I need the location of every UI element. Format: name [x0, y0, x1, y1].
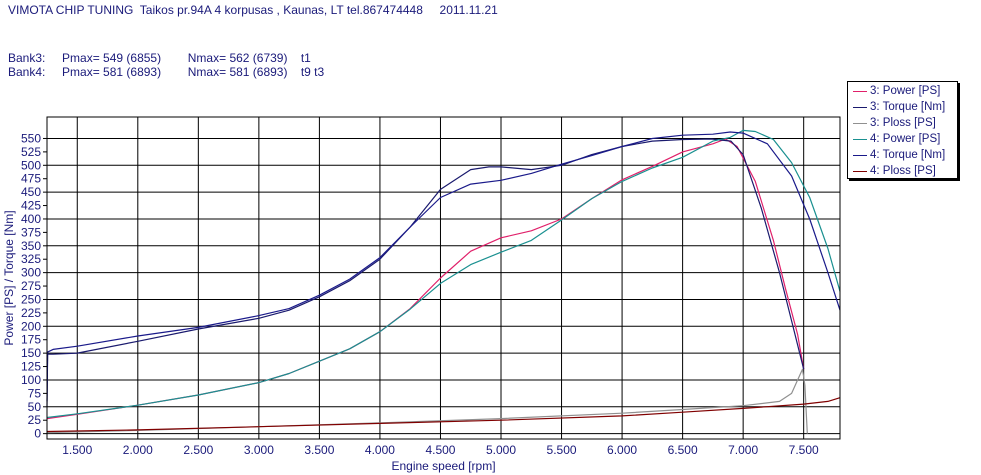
x-axis-ticks: 1.500 2.000 2.500 3.000 3.500 4.000 4.500 5.000…	[62, 443, 819, 457]
y-axis-ticks: 0255075100125150175200225250275300325350…	[21, 131, 47, 441]
legend-swatch	[853, 155, 867, 156]
legend-item-1: 3: Power [PS]	[848, 83, 957, 99]
y-tick-label: 500	[21, 158, 41, 172]
legend-swatch	[853, 139, 867, 140]
chart-legend: 3: Power [PS] 3: Torque [Nm] 3: Ploss [PS]…	[847, 81, 958, 179]
bank4-summary: Bank4: Pmax= 581 (6893) Nmax= 581 (6893)…	[8, 65, 325, 79]
y-tick-label: 300	[21, 266, 41, 280]
legend-label: 4: Torque [Nm]	[870, 149, 946, 161]
bank3-summary: Bank3: Pmax= 549 (6855) Nmax= 562 (6739)…	[8, 51, 311, 65]
x-tick-label: 7.500	[789, 443, 819, 457]
x-tick-label: 5.000	[486, 443, 516, 457]
x-tick-label: 3.500	[304, 443, 334, 457]
y-axis-label: Power [PS] / Torque [Nm]	[2, 210, 16, 345]
x-tick-label: 6.000	[607, 443, 637, 457]
x-tick-label: 6.500	[668, 443, 698, 457]
y-tick-label: 175	[21, 333, 41, 347]
y-tick-label: 375	[21, 225, 41, 239]
y-tick-label: 50	[28, 400, 42, 414]
x-tick-label: 7.000	[728, 443, 758, 457]
legend-item-2: 3: Torque [Nm]	[848, 99, 957, 115]
legend-label: 3: Ploss [PS]	[870, 117, 936, 129]
legend-label: 3: Torque [Nm]	[870, 101, 946, 113]
series-lines	[46, 129, 841, 434]
x-tick-label: 4.500	[425, 443, 455, 457]
legend-item-4: 4: Power [PS]	[848, 131, 957, 147]
legend-swatch	[853, 171, 867, 172]
y-tick-label: 475	[21, 172, 41, 186]
y-tick-label: 0	[34, 427, 41, 441]
chart-header-title: VIMOTA CHIP TUNING Taikos pr.94A 4 korpu…	[8, 3, 498, 17]
x-tick-label: 4.000	[365, 443, 395, 457]
series-line-5	[46, 131, 841, 402]
legend-label: 4: Ploss [PS]	[870, 165, 936, 177]
y-tick-label: 525	[21, 145, 41, 159]
legend-label: 3: Power [PS]	[870, 85, 941, 97]
plot-frame	[46, 116, 841, 440]
series-line-4	[46, 129, 841, 419]
x-tick-label: 5.500	[547, 443, 577, 457]
y-tick-label: 150	[21, 346, 41, 360]
y-tick-label: 100	[21, 373, 41, 387]
legend-swatch	[853, 107, 867, 108]
y-tick-label: 550	[21, 131, 41, 145]
x-tick-label: 1.500	[62, 443, 92, 457]
legend-item-6: 4: Ploss [PS]	[848, 163, 957, 179]
legend-swatch	[853, 123, 867, 124]
legend-swatch	[853, 91, 867, 92]
legend-item-5: 4: Torque [Nm]	[848, 147, 957, 163]
y-tick-label: 250	[21, 292, 41, 306]
y-tick-label: 400	[21, 212, 41, 226]
grid-lines	[47, 117, 840, 439]
y-tick-label: 25	[28, 413, 42, 427]
x-axis-label: Engine speed [rpm]	[391, 459, 495, 473]
series-line-6	[46, 397, 841, 433]
y-tick-label: 75	[28, 386, 42, 400]
x-tick-label: 2.000	[123, 443, 153, 457]
series-line-2	[46, 138, 805, 407]
x-tick-label: 3.000	[244, 443, 274, 457]
y-tick-label: 450	[21, 185, 41, 199]
y-tick-label: 350	[21, 239, 41, 253]
y-tick-label: 200	[21, 319, 41, 333]
series-line-1	[46, 138, 805, 420]
y-tick-label: 125	[21, 360, 41, 374]
y-tick-label: 425	[21, 199, 41, 213]
y-tick-label: 225	[21, 306, 41, 320]
legend-item-3: 3: Ploss [PS]	[848, 115, 957, 131]
x-tick-label: 2.500	[183, 443, 213, 457]
legend-label: 4: Power [PS]	[870, 133, 941, 145]
y-tick-label: 325	[21, 252, 41, 266]
y-tick-label: 275	[21, 279, 41, 293]
